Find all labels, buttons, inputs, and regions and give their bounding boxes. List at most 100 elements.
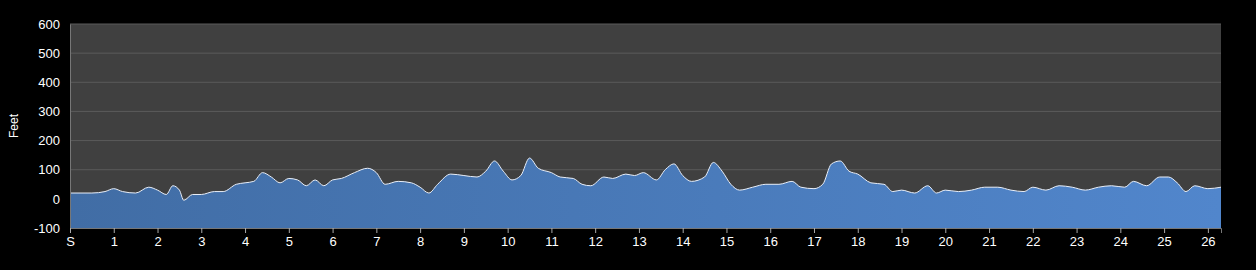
y-tick-label: 400 bbox=[38, 75, 60, 90]
x-tick: 9 bbox=[461, 228, 468, 249]
x-tick-mark bbox=[945, 228, 946, 233]
y-tick: 0 bbox=[53, 192, 70, 207]
x-axis-line bbox=[71, 229, 1222, 234]
x-tick: 5 bbox=[286, 228, 293, 249]
x-tick: 10 bbox=[501, 228, 515, 249]
x-tick: 6 bbox=[329, 228, 336, 249]
y-tick: 200 bbox=[38, 133, 70, 148]
x-tick-label: 19 bbox=[895, 234, 909, 249]
x-tick: 17 bbox=[807, 228, 821, 249]
x-tick-label: 5 bbox=[286, 234, 293, 249]
chart: -1000100200300400500600S1234567891011121… bbox=[0, 0, 1256, 270]
grid-line bbox=[70, 53, 1221, 54]
grid-line bbox=[70, 140, 1221, 141]
x-tick-label: 10 bbox=[501, 234, 515, 249]
x-tick: 7 bbox=[373, 228, 380, 249]
x-tick-label: 25 bbox=[1157, 234, 1171, 249]
x-tick-label: 20 bbox=[939, 234, 953, 249]
x-tick: 24 bbox=[1114, 228, 1128, 249]
x-tick: 20 bbox=[939, 228, 953, 249]
x-tick-mark bbox=[858, 228, 859, 233]
x-tick-mark bbox=[70, 228, 71, 233]
y-tick: 300 bbox=[38, 104, 70, 119]
x-axis: S123456789101112131415161718192021222324… bbox=[66, 228, 1221, 249]
y-tick-label: 100 bbox=[38, 162, 60, 177]
x-tick-label: 22 bbox=[1026, 234, 1040, 249]
x-tick-mark bbox=[464, 228, 465, 233]
x-tick-mark bbox=[1077, 228, 1078, 233]
x-tick-label: S bbox=[66, 234, 75, 249]
y-tick-label: 200 bbox=[38, 133, 60, 148]
y-tick: -100 bbox=[34, 221, 70, 236]
x-tick: 15 bbox=[720, 228, 734, 249]
x-tick-label: 17 bbox=[807, 234, 821, 249]
x-tick-label: 15 bbox=[720, 234, 734, 249]
x-tick: 4 bbox=[242, 228, 249, 249]
x-tick-mark bbox=[639, 228, 640, 233]
x-tick-mark bbox=[420, 228, 421, 233]
x-tick-mark bbox=[245, 228, 246, 233]
x-tick-mark bbox=[595, 228, 596, 233]
y-tick-label: 0 bbox=[53, 192, 60, 207]
x-tick: 26 bbox=[1201, 228, 1215, 249]
plot-background bbox=[70, 24, 1221, 228]
x-tick: 16 bbox=[763, 228, 777, 249]
y-axis: -1000100200300400500600 bbox=[34, 17, 71, 236]
x-tick: 23 bbox=[1070, 228, 1084, 249]
x-tick-mark bbox=[289, 228, 290, 233]
grid-line bbox=[70, 24, 1221, 25]
x-tick: 19 bbox=[895, 228, 909, 249]
x-tick: 2 bbox=[154, 228, 161, 249]
x-tick-mark bbox=[1120, 228, 1121, 233]
grid-line bbox=[70, 82, 1221, 83]
x-tick-mark bbox=[1033, 228, 1034, 233]
x-tick-label: 8 bbox=[417, 234, 424, 249]
y-tick-label: 500 bbox=[38, 46, 60, 61]
y-axis-line bbox=[70, 25, 71, 229]
x-tick: 3 bbox=[198, 228, 205, 249]
x-tick-mark bbox=[814, 228, 815, 233]
x-tick-mark bbox=[201, 228, 202, 233]
x-tick-label: 3 bbox=[198, 234, 205, 249]
x-tick: 18 bbox=[851, 228, 865, 249]
y-axis-title: Feet bbox=[7, 113, 21, 138]
x-tick-mark bbox=[902, 228, 903, 233]
grid-line bbox=[70, 169, 1221, 170]
x-tick: S bbox=[66, 228, 75, 249]
x-tick: 1 bbox=[111, 228, 118, 249]
x-tick-mark bbox=[1164, 228, 1165, 233]
x-tick-mark bbox=[726, 228, 727, 233]
x-tick-label: 21 bbox=[982, 234, 996, 249]
elevation-line bbox=[70, 158, 1221, 200]
x-tick-mark bbox=[158, 228, 159, 233]
x-tick: 13 bbox=[632, 228, 646, 249]
x-tick-label: 9 bbox=[461, 234, 468, 249]
y-tick: 500 bbox=[38, 46, 70, 61]
x-tick-mark bbox=[114, 228, 115, 233]
x-tick-mark bbox=[508, 228, 509, 233]
x-tick: 25 bbox=[1157, 228, 1171, 249]
x-tick-label: 7 bbox=[373, 234, 380, 249]
y-tick-label: 300 bbox=[38, 104, 60, 119]
elevation-area bbox=[70, 158, 1221, 228]
x-tick-mark bbox=[770, 228, 771, 233]
y-tick: 400 bbox=[38, 75, 70, 90]
x-tick-mark bbox=[551, 228, 552, 233]
x-tick-label: 26 bbox=[1201, 234, 1215, 249]
x-tick: 22 bbox=[1026, 228, 1040, 249]
x-tick-label: 12 bbox=[588, 234, 602, 249]
x-tick-label: 24 bbox=[1114, 234, 1128, 249]
x-tick-mark bbox=[683, 228, 684, 233]
x-tick-mark bbox=[1208, 228, 1209, 233]
x-tick-label: 6 bbox=[329, 234, 336, 249]
x-tick-label: 23 bbox=[1070, 234, 1084, 249]
x-tick-mark bbox=[376, 228, 377, 233]
x-tick: 11 bbox=[545, 228, 559, 249]
x-tick: 8 bbox=[417, 228, 424, 249]
x-tick-mark bbox=[989, 228, 990, 233]
x-tick-label: 4 bbox=[242, 234, 249, 249]
x-tick: 21 bbox=[982, 228, 996, 249]
x-tick-label: 18 bbox=[851, 234, 865, 249]
plot-area bbox=[70, 158, 1221, 228]
x-tick-label: 2 bbox=[154, 234, 161, 249]
